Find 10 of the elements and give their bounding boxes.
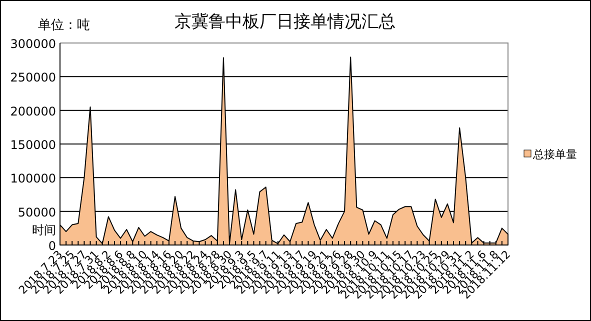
y-tick-label: 50000 (18, 205, 56, 220)
y-axis-title: 单位：吨 (38, 18, 90, 33)
x-axis-title: 时间 (32, 223, 56, 237)
chart-title: 京冀鲁中板厂日接单情况汇总 (174, 12, 396, 32)
y-tick-label: 250000 (10, 70, 56, 85)
legend-label: 总接单量 (532, 148, 577, 161)
y-tick-label: 150000 (10, 138, 56, 152)
y-tick-label: 300000 (10, 37, 56, 51)
y-tick-label: 100000 (10, 172, 56, 186)
y-tick-label: 200000 (10, 104, 56, 118)
